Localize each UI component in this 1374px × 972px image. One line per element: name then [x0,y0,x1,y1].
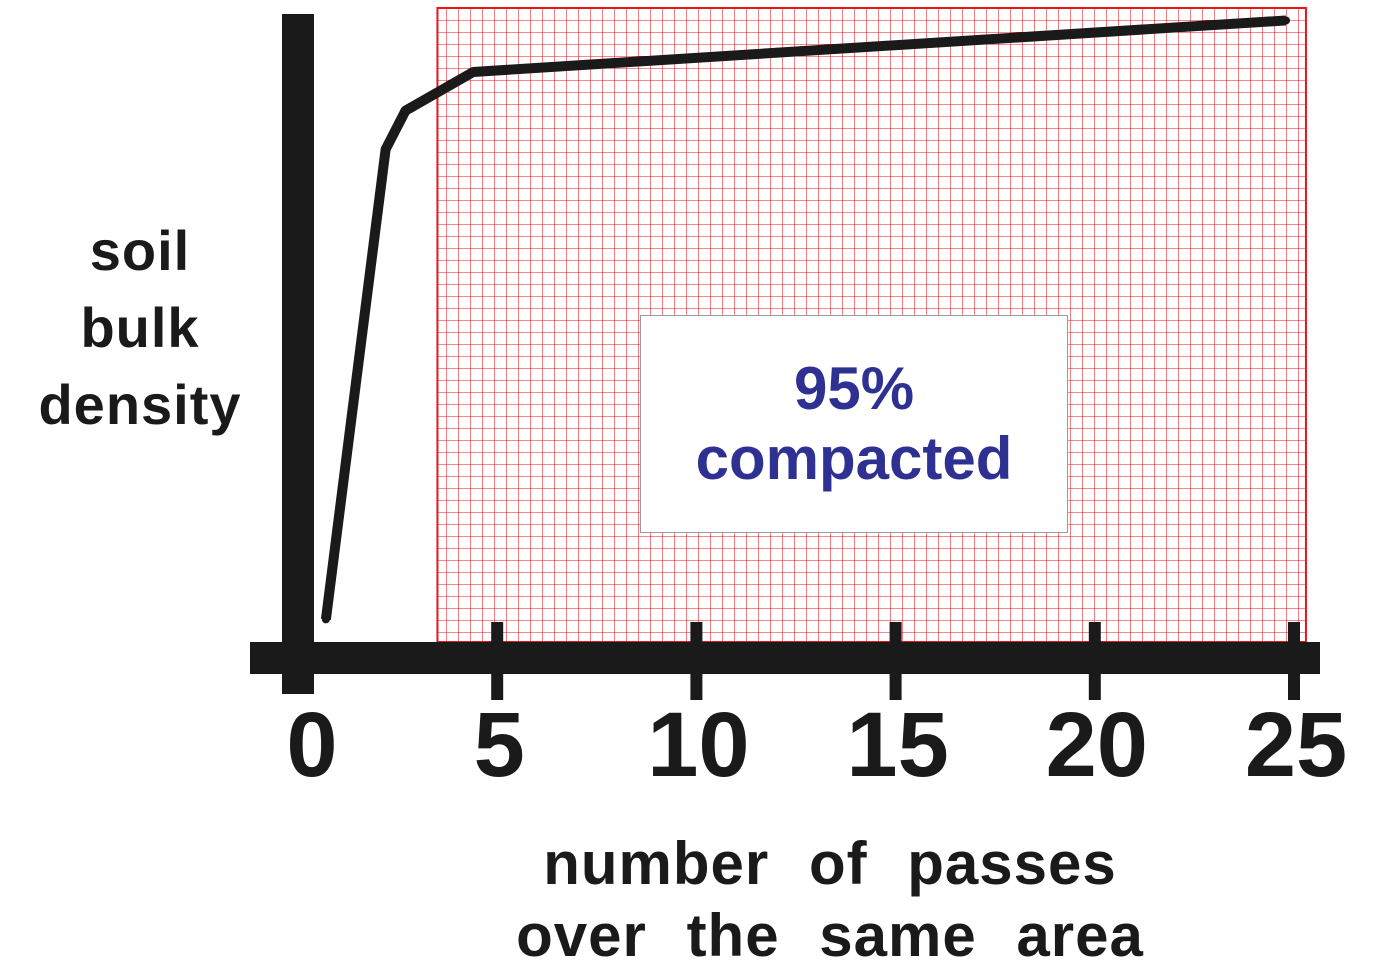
x-tick-label-10: 10 [647,694,749,796]
x-tick-label-20: 20 [1046,694,1148,796]
series-group [320,15,1291,624]
y-axis-label-line-3: density [38,373,242,436]
x-axis-line [250,642,1320,674]
x-tick-label-0: 0 [286,694,337,796]
y-axis-label-line-2: bulk [80,296,200,359]
series-point-4 [1282,16,1291,25]
y-axis-label-line-1: soil [89,219,191,282]
series-point-1 [381,145,390,154]
x-tick-label-5: 5 [474,694,525,796]
x-tick-label-15: 15 [846,694,948,796]
series-point-3 [469,67,478,76]
x-axis-label-line-1: number of passes [543,830,1117,897]
y-axis-line [282,14,314,694]
x-tick-labels: 0 5 10 15 20 25 [286,694,1347,796]
y-axis-label: soil bulk density [0,212,280,443]
annotation-line-2: compacted [695,425,1013,492]
x-axis-label-line-2: over the same area [516,902,1144,969]
annotation-line-1: 95% [793,355,915,422]
x-tick-label-25: 25 [1245,694,1347,796]
x-axis-label: number of passes over the same area [420,828,1240,972]
series-point-2 [401,106,410,115]
annotation-box: 95% compacted [640,315,1068,533]
series-point-0 [321,615,330,624]
